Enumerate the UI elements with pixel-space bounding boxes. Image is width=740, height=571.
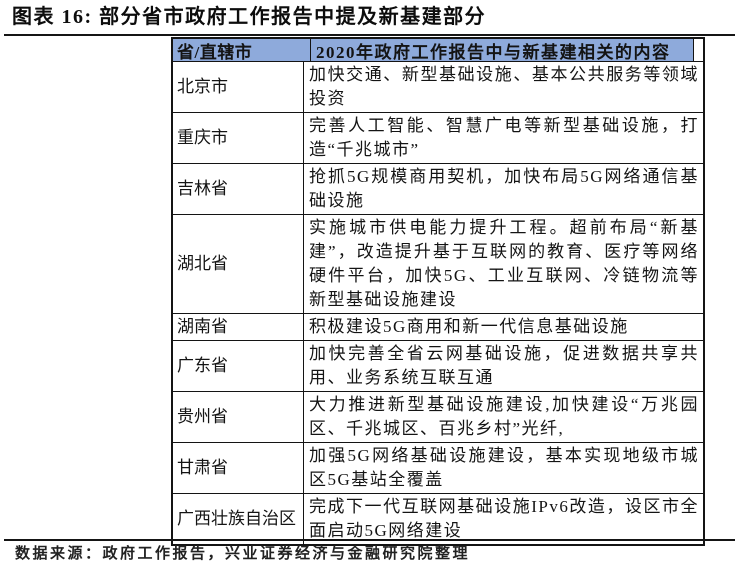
data-source-note: 数据来源：政府工作报告，兴业证券经济与金融研究院整理 — [15, 546, 471, 562]
content-cell: 抢抓5G规模商用契机，加快布局5G网络通信基础设施 — [309, 167, 699, 210]
content-cell: 加快交通、新型基础设施、基本公共服务等领域投资 — [309, 65, 699, 108]
table-row: 湖南省 积极建设5G商用和新一代信息基础设施 — [173, 314, 703, 341]
province-cell: 北京市 — [173, 62, 304, 112]
content-cell: 加强5G网络基础设施建设，基本实现地级市城区5G基站全覆盖 — [309, 446, 699, 489]
table-header-row: 省/直辖市 2020年政府工作报告中与新基建相关的内容 — [173, 39, 694, 61]
figure-title: 图表 16: 部分省市政府工作报告中提及新基建部分 — [12, 6, 487, 28]
table-row: 湖北省 实施城市供电能力提升工程。超前布局“新基建”，改造提升基于互联网的教育、… — [173, 215, 703, 314]
province-cell: 湖南省 — [173, 314, 304, 340]
footer-divider-rule — [4, 539, 735, 541]
content-cell: 大力推进新型基础设施建设,加快建设“万兆园区、千兆城区、百兆乡村”光纤, — [309, 395, 699, 438]
province-cell: 重庆市 — [173, 113, 304, 163]
table-row: 吉林省 抢抓5G规模商用契机，加快布局5G网络通信基础设施 — [173, 164, 703, 215]
new-infrastructure-table: 省/直辖市 2020年政府工作报告中与新基建相关的内容 北京市 加快交通、新型基… — [171, 37, 705, 546]
province-cell: 湖北省 — [173, 215, 304, 313]
content-cell: 积极建设5G商用和新一代信息基础设施 — [309, 317, 629, 336]
column-header-content: 2020年政府工作报告中与新基建相关的内容 — [316, 42, 671, 62]
table-body: 北京市 加快交通、新型基础设施、基本公共服务等领域投资 重庆市 完善人工智能、智… — [173, 61, 703, 544]
column-header-province: 省/直辖市 — [173, 39, 311, 61]
table-row: 北京市 加快交通、新型基础设施、基本公共服务等领域投资 — [173, 62, 703, 113]
content-cell: 实施城市供电能力提升工程。超前布局“新基建”，改造提升基于互联网的教育、医疗等网… — [309, 218, 699, 309]
province-cell: 甘肃省 — [173, 443, 304, 493]
table-row: 重庆市 完善人工智能、智慧广电等新型基础设施，打造“千兆城市” — [173, 113, 703, 164]
content-cell: 加快完善全省云网基础设施，促进数据共享共用、业务系统互联互通 — [309, 344, 699, 387]
province-cell: 吉林省 — [173, 164, 304, 214]
content-cell: 完善人工智能、智慧广电等新型基础设施，打造“千兆城市” — [309, 116, 699, 159]
table-row: 广西壮族自治区 完成下一代互联网基础设施IPv6改造，设区市全面启动5G网络建设 — [173, 494, 703, 544]
content-cell: 完成下一代互联网基础设施IPv6改造，设区市全面启动5G网络建设 — [309, 497, 699, 540]
table-row: 甘肃省 加强5G网络基础设施建设，基本实现地级市城区5G基站全覆盖 — [173, 443, 703, 494]
title-divider-rule — [4, 34, 735, 36]
province-cell: 贵州省 — [173, 392, 304, 442]
province-cell: 广西壮族自治区 — [173, 494, 304, 544]
table-row: 贵州省 大力推进新型基础设施建设,加快建设“万兆园区、千兆城区、百兆乡村”光纤, — [173, 392, 703, 443]
table-row: 广东省 加快完善全省云网基础设施，促进数据共享共用、业务系统互联互通 — [173, 341, 703, 392]
province-cell: 广东省 — [173, 341, 304, 391]
